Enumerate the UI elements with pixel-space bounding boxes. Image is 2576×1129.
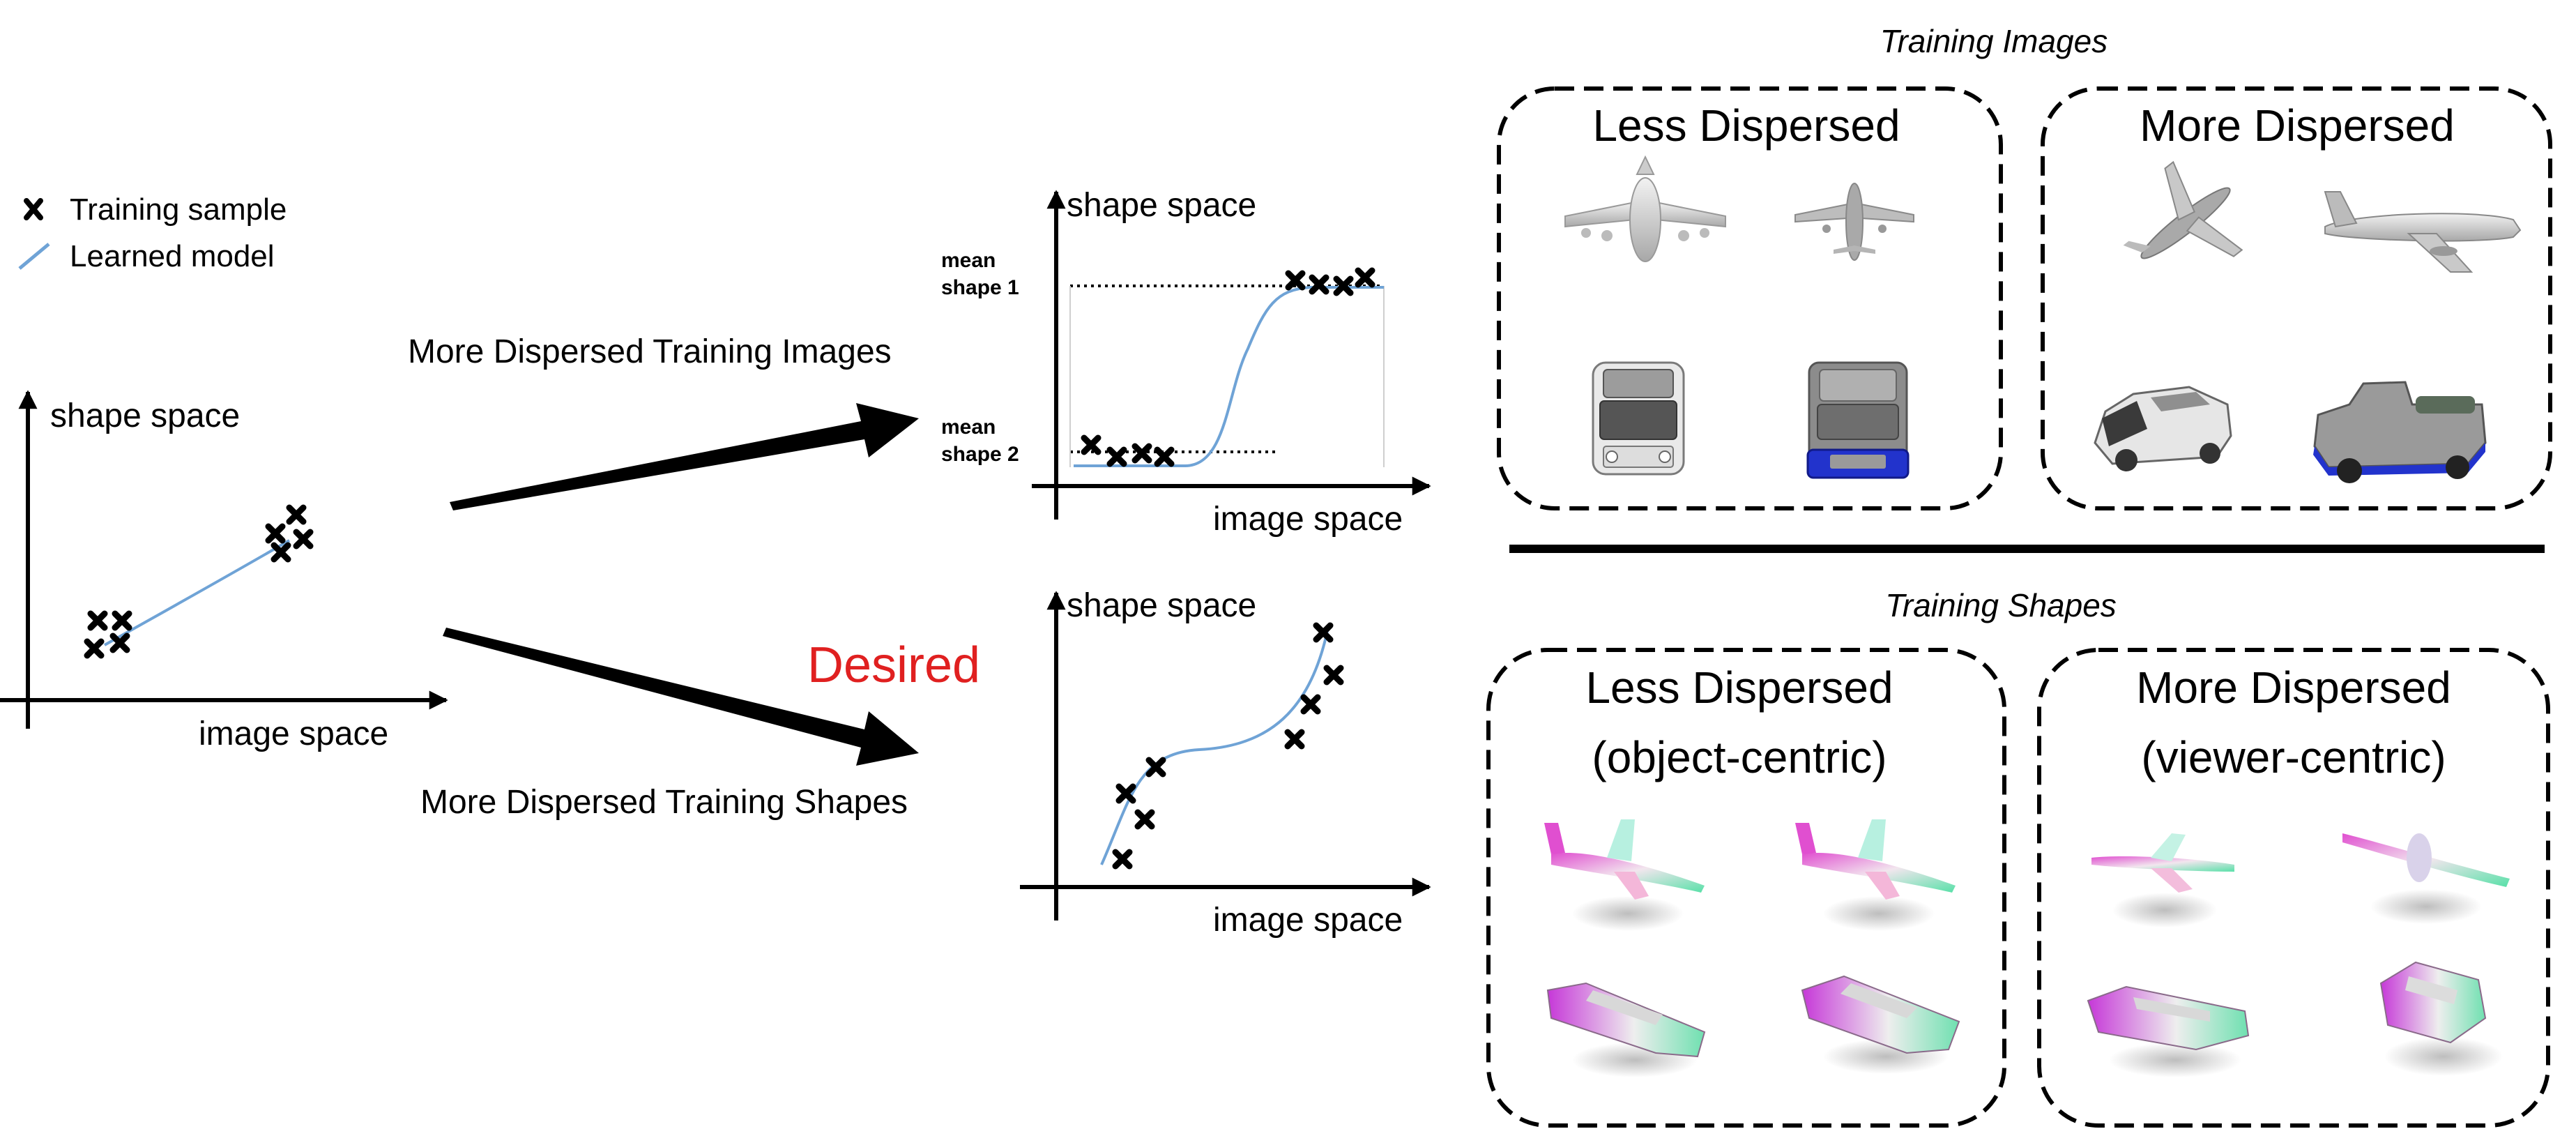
legend: Training sample Learned model [18, 192, 287, 273]
x-mark-icon [24, 198, 43, 220]
bottom-y-axis-label: shape space [1067, 587, 1256, 624]
training-samples [84, 504, 314, 659]
training-shapes-panel: Training Shapes Less Dispersed (object-c… [1486, 587, 2550, 1128]
car-image [1592, 361, 1685, 476]
airplane-pointcloud-image [1544, 819, 1705, 931]
less-dispersed-images-title: Less Dispersed [1592, 100, 1900, 151]
car-pointcloud-image [2087, 985, 2250, 1077]
desired-label: Desired [807, 637, 980, 693]
upper-arrow-label: More Dispersed Training Images [408, 333, 892, 370]
airplane-pointcloud-image [2091, 833, 2234, 927]
airplane-image [1564, 155, 1726, 262]
training-samples [1081, 267, 1375, 467]
airplane-pointcloud-image [1795, 819, 1956, 931]
training-samples [1112, 622, 1344, 870]
mean-shape-1-label-line1: mean [941, 249, 996, 272]
pickup-truck-image [2313, 381, 2487, 483]
less-dispersed-shapes-title-line2: (object-centric) [1592, 732, 1887, 782]
training-images-title: Training Images [1880, 23, 2108, 59]
airplane-image [2123, 160, 2243, 259]
lower-arrow-label: More Dispersed Training Shapes [420, 784, 908, 821]
mean-shape-2-label-line2: shape 2 [941, 443, 1019, 466]
more-dispersed-shapes-title-line1: More Dispersed [2136, 662, 2451, 713]
mean-shape-1-label-line2: shape 1 [941, 276, 1019, 299]
mean-shape-2-label-line1: mean [941, 416, 996, 439]
learned-model-curve [104, 539, 291, 646]
top-y-axis-label: shape space [1067, 187, 1256, 224]
less-dispersed-images-box [1497, 86, 2003, 510]
line-segment-icon [18, 243, 50, 270]
training-shapes-title: Training Shapes [1885, 587, 2117, 623]
left-y-axis-label: shape space [50, 397, 240, 434]
more-dispersed-shapes-box [2037, 648, 2550, 1128]
top-plot: shape space image space mean shape 1 mea… [941, 187, 1431, 538]
left-plot: shape space image space [0, 390, 448, 752]
learned-model-curve [1100, 627, 1329, 865]
car-pointcloud-image [1546, 982, 1706, 1077]
airplane-image [2324, 191, 2522, 273]
airplane-image [1794, 183, 1914, 261]
lower-arrow [443, 628, 919, 766]
car-pointcloud-image [2379, 961, 2503, 1076]
car-pointcloud-image [1801, 975, 1960, 1074]
legend-model-label: Learned model [70, 239, 275, 273]
more-dispersed-images-title: More Dispersed [2140, 100, 2455, 151]
airplane-pointcloud-image [2342, 833, 2510, 924]
branch-arrows: More Dispersed Training Images More Disp… [408, 333, 919, 821]
car-image [2094, 386, 2232, 471]
pickup-truck-image [1806, 361, 1910, 479]
legend-sample-label: Training sample [70, 192, 287, 227]
bottom-x-axis-label: image space [1213, 902, 1403, 939]
learned-model-curve [1074, 286, 1384, 467]
upper-arrow [450, 403, 919, 510]
less-dispersed-shapes-title-line1: Less Dispersed [1585, 662, 1893, 713]
more-dispersed-shapes-title-line2: (viewer-centric) [2141, 732, 2446, 782]
left-x-axis-label: image space [199, 715, 388, 752]
bottom-plot: shape space image space Desired [807, 587, 1431, 939]
training-images-panel: Training Images Less Dispersed [1497, 23, 2552, 510]
top-x-axis-label: image space [1213, 501, 1403, 538]
